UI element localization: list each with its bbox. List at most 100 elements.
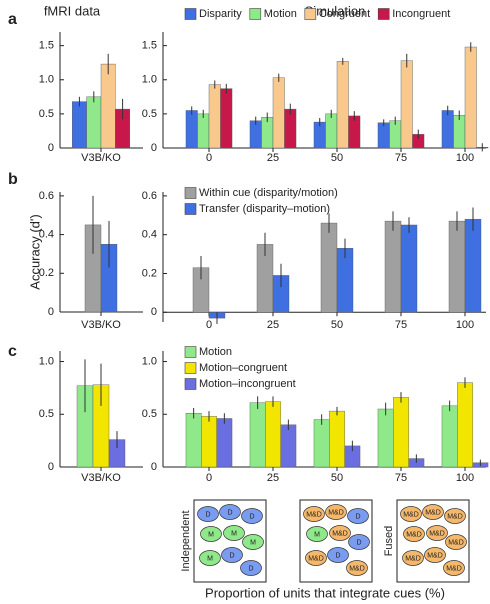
- unit: [422, 504, 444, 520]
- x-tick-label: 100: [456, 319, 474, 331]
- bar: [348, 115, 361, 149]
- x-tick-label: 50: [331, 472, 343, 484]
- panel-label: a: [8, 11, 17, 28]
- bar: [441, 405, 458, 468]
- y-tick-label: 1.5: [142, 40, 157, 52]
- y-tick-label: 1.0: [39, 355, 54, 367]
- bar: [201, 416, 217, 468]
- bar: [329, 410, 345, 468]
- y-tick-label: 1.5: [39, 40, 54, 52]
- unit: [241, 508, 263, 524]
- x-tick-label: 75: [395, 319, 407, 331]
- unit-label: D: [355, 513, 360, 520]
- bar: [336, 61, 349, 149]
- unit-label: M&D: [446, 565, 462, 572]
- bar: [457, 382, 473, 468]
- y-tick-label: 0.4: [142, 229, 157, 241]
- y-axis-label: Accuracy (d'): [27, 214, 42, 289]
- bar: [185, 413, 202, 468]
- y-tick-label: 0.2: [142, 267, 157, 279]
- unit-label: M: [208, 531, 214, 538]
- unit: [348, 534, 370, 550]
- unit: [329, 525, 351, 541]
- unit-label: M&D: [308, 555, 324, 562]
- unit: [346, 560, 368, 576]
- unit: [240, 560, 262, 576]
- legend-label: Within cue (disparity/motion): [199, 187, 338, 199]
- y-tick-label: 1.0: [39, 74, 54, 86]
- y-tick-label: 0.5: [142, 108, 157, 120]
- x-tick-label: 25: [267, 319, 279, 331]
- legend-swatch: [304, 8, 317, 20]
- unit: [443, 560, 465, 576]
- unit: [200, 526, 222, 542]
- panel-label: c: [8, 343, 17, 360]
- legend-swatch: [377, 8, 390, 20]
- y-tick-label: 0.6: [39, 190, 54, 202]
- bar: [100, 63, 116, 149]
- y-tick-label: 0.5: [142, 408, 157, 420]
- unit: [424, 547, 446, 563]
- bar: [393, 397, 409, 468]
- y-tick-label: 0: [48, 142, 54, 154]
- legend-label: Motion–incongruent: [199, 378, 296, 390]
- legend-swatch: [184, 187, 197, 199]
- x-tick-label: 100: [456, 472, 474, 484]
- unit: [199, 550, 221, 566]
- x-tick-label: 0: [206, 472, 212, 484]
- unit: [325, 504, 347, 520]
- unit-label: M: [207, 555, 213, 562]
- y-tick-label: 0.4: [39, 228, 54, 240]
- unit: [223, 525, 245, 541]
- bar: [280, 424, 297, 468]
- unit-label: D: [248, 565, 253, 572]
- y-tick-label: 0.6: [142, 190, 157, 202]
- unit-label: M&D: [427, 552, 443, 559]
- bar: [384, 220, 402, 313]
- bar: [185, 110, 198, 149]
- x-tick-label: V3B/KO: [81, 152, 121, 164]
- y-tick-label: 1.0: [142, 355, 157, 367]
- unit-label: M&D: [448, 539, 464, 546]
- x-tick-label: 75: [395, 472, 407, 484]
- unit-label: D: [335, 552, 340, 559]
- diagram-label: Fused: [383, 526, 395, 557]
- bar: [325, 113, 338, 149]
- legend-label: Congruent: [319, 8, 370, 20]
- y-tick-label: 0: [151, 461, 157, 473]
- x-tick-label: 25: [267, 472, 279, 484]
- legend-label: Motion–congruent: [199, 362, 287, 374]
- y-tick-label: 0: [48, 461, 54, 473]
- bar: [71, 101, 87, 149]
- unit: [197, 506, 219, 522]
- unit-label: M&D: [403, 511, 419, 518]
- y-tick-label: 0.5: [39, 408, 54, 420]
- x-tick-label: 75: [395, 152, 407, 164]
- unit-label: M&D: [349, 565, 365, 572]
- unit-label: M: [231, 530, 237, 537]
- unit-label: D: [227, 509, 232, 516]
- y-tick-label: 0: [151, 142, 157, 154]
- unit-label: M&D: [447, 513, 463, 520]
- unit-label: D: [205, 511, 210, 518]
- unit: [303, 506, 325, 522]
- legend-label: Disparity: [199, 8, 242, 20]
- bar: [216, 418, 233, 468]
- legend-label: Incongruent: [392, 8, 450, 20]
- unit-label: M&D: [328, 509, 344, 516]
- unit: [305, 550, 327, 566]
- x-tick-label: 0: [206, 152, 212, 164]
- x-tick-label: V3B/KO: [81, 319, 121, 331]
- unit: [444, 508, 466, 524]
- x-tick-label: 100: [456, 152, 474, 164]
- bar: [441, 110, 454, 149]
- unit-label: M: [314, 531, 320, 538]
- legend-swatch: [249, 8, 262, 20]
- bar: [400, 224, 418, 313]
- bar: [320, 222, 338, 313]
- unit: [327, 547, 349, 563]
- unit-label: M&D: [429, 530, 445, 537]
- unit: [426, 525, 448, 541]
- y-tick-label: 0.2: [39, 267, 54, 279]
